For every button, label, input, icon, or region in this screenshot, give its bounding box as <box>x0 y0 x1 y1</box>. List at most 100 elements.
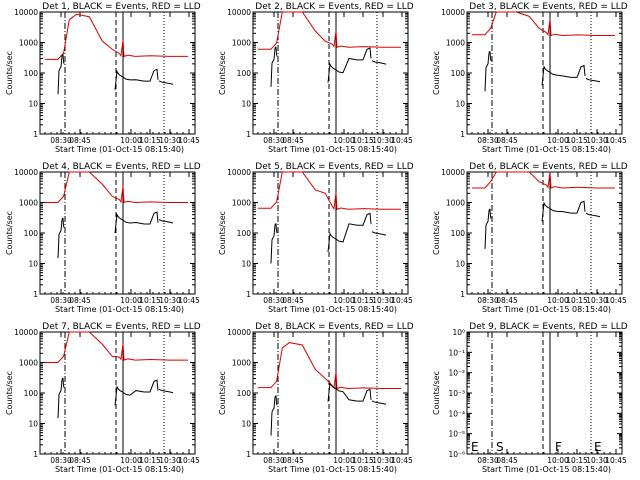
y-tick-label: 1 <box>33 290 38 299</box>
events-series-line <box>114 211 159 234</box>
events-series-line <box>371 231 387 236</box>
y-axis-label: Counts/sec <box>218 51 227 95</box>
x-tick-label: 10:00 <box>547 136 569 145</box>
y-tick-label: 1000 <box>232 359 251 368</box>
panel-det-8: Det 8, BLACK = Events, RED = LLD 1 10 100 10… <box>218 322 414 474</box>
x-tick-label: 10:15 <box>352 296 374 305</box>
x-tick-label: 08:45 <box>496 456 518 465</box>
y-tick-label: 1000 <box>19 199 38 208</box>
y-tick-label: 10 <box>241 260 251 269</box>
y-tick-label: 1 <box>246 450 251 459</box>
x-tick-label: 08:30 <box>50 296 72 305</box>
y-tick-label: 10⁻³ <box>448 389 465 398</box>
y-tick-label: 10000 <box>14 8 38 17</box>
x-tick-label: 10:45 <box>178 456 200 465</box>
y-tick-label: 1 <box>246 130 251 139</box>
events-series-line <box>484 208 492 249</box>
y-tick-label: 100 <box>237 229 252 238</box>
panel-det-2: Det 2, BLACK = Events, RED = LLD 1 10 100 10… <box>218 2 414 154</box>
y-axis-label: Counts/sec <box>5 371 14 415</box>
x-tick-label: 10:45 <box>605 136 627 145</box>
y-tick-label: 10 <box>241 100 251 109</box>
x-tick-label: 10:00 <box>547 456 569 465</box>
x-tick-label: 10:45 <box>178 296 200 305</box>
y-tick-label: 10000 <box>227 328 251 337</box>
lld-series-line <box>258 171 401 210</box>
plot-frame <box>39 171 196 295</box>
x-tick-label: 10:15 <box>139 456 161 465</box>
panel-title: Det 2, BLACK = Events, RED = LLD <box>255 2 414 12</box>
panel-det-6: Det 6, BLACK = Events, RED = LLD 1 10 100 10… <box>432 162 628 314</box>
marker-letter-f: F <box>555 440 562 454</box>
y-tick-label: 10000 <box>441 8 465 17</box>
panel-title: Det 8, BLACK = Events, RED = LLD <box>255 322 414 332</box>
x-tick-label: 08:30 <box>477 456 499 465</box>
events-series-line <box>541 200 586 222</box>
x-tick-label: 08:30 <box>477 296 499 305</box>
panel-title: Det 4, BLACK = Events, RED = LLD <box>42 162 201 172</box>
events-series-line <box>114 68 159 90</box>
y-tick-label: 10⁰ <box>452 328 465 337</box>
lld-series-line <box>45 13 188 60</box>
lld-series-line <box>45 331 188 363</box>
y-tick-label: 100 <box>451 69 466 78</box>
panel-det-3: Det 3, BLACK = Events, RED = LLD 1 10 100 10… <box>432 2 628 154</box>
y-tick-label: 10⁻² <box>448 369 465 378</box>
y-tick-label: 10⁻⁶ <box>448 450 465 459</box>
y-tick-label: 10000 <box>14 168 38 177</box>
x-tick-label: 10:00 <box>120 456 142 465</box>
y-tick-label: 10 <box>241 420 251 429</box>
y-tick-label: 100 <box>24 389 39 398</box>
events-series-line <box>484 51 492 92</box>
panel-det-1: Det 1, BLACK = Events, RED = LLD 1 10 100 10… <box>5 2 201 154</box>
x-tick-label: 08:30 <box>50 456 72 465</box>
x-axis-label: Start Time (01-Oct-15 08:15:40) <box>55 145 184 154</box>
x-tick-label: 10:00 <box>333 296 355 305</box>
y-tick-label: 1000 <box>19 359 38 368</box>
y-tick-label: 10 <box>455 100 465 109</box>
y-tick-label: 1000 <box>232 199 251 208</box>
plot-frame <box>466 11 623 135</box>
y-tick-label: 100 <box>451 229 466 238</box>
x-tick-label: 10:00 <box>120 136 142 145</box>
x-tick-label: 10:15 <box>352 456 374 465</box>
plot-frame <box>252 331 409 455</box>
events-series-line <box>327 47 372 83</box>
x-tick-label: 10:15 <box>566 136 588 145</box>
x-tick-label: 10:45 <box>605 456 627 465</box>
marker-letter-e: E <box>594 440 602 454</box>
x-axis-label: Start Time (01-Oct-15 08:15:40) <box>482 305 611 314</box>
events-series-line <box>270 223 278 264</box>
events-series-line <box>585 212 601 218</box>
y-tick-label: 1000 <box>446 39 465 48</box>
y-axis-label: Counts/sec <box>218 211 227 255</box>
x-tick-label: 10:15 <box>566 296 588 305</box>
x-tick-label: 08:30 <box>263 296 285 305</box>
panel-det-9: Det 9, BLACK = Events, RED = LLD 10⁰ 10⁻¹ 1… <box>432 322 628 474</box>
lld-series-line <box>258 342 401 390</box>
y-axis-label: Counts/sec <box>432 211 441 255</box>
y-tick-label: 10 <box>28 420 38 429</box>
events-series-line <box>541 64 586 86</box>
x-tick-label: 10:30 <box>586 456 608 465</box>
panel-title: Det 1, BLACK = Events, RED = LLD <box>42 2 201 12</box>
plot-frame <box>252 171 409 295</box>
plot-frame <box>252 11 409 135</box>
y-tick-label: 1000 <box>232 39 251 48</box>
x-tick-label: 10:00 <box>333 136 355 145</box>
y-tick-label: 10⁻¹ <box>448 348 465 357</box>
y-axis-label: Counts/sec <box>432 371 441 415</box>
y-tick-label: 10⁻⁴ <box>448 409 465 418</box>
y-tick-label: 10000 <box>227 8 251 17</box>
x-tick-label: 10:30 <box>372 136 394 145</box>
x-tick-label: 10:15 <box>139 296 161 305</box>
y-tick-label: 10000 <box>441 168 465 177</box>
x-tick-label: 10:30 <box>372 456 394 465</box>
panel-title: Det 7, BLACK = Events, RED = LLD <box>42 322 201 332</box>
x-axis-label: Start Time (01-Oct-15 08:15:40) <box>268 145 397 154</box>
events-series-line <box>57 217 65 259</box>
events-series-line <box>585 78 601 83</box>
y-tick-label: 1000 <box>19 39 38 48</box>
x-tick-label: 08:30 <box>50 136 72 145</box>
